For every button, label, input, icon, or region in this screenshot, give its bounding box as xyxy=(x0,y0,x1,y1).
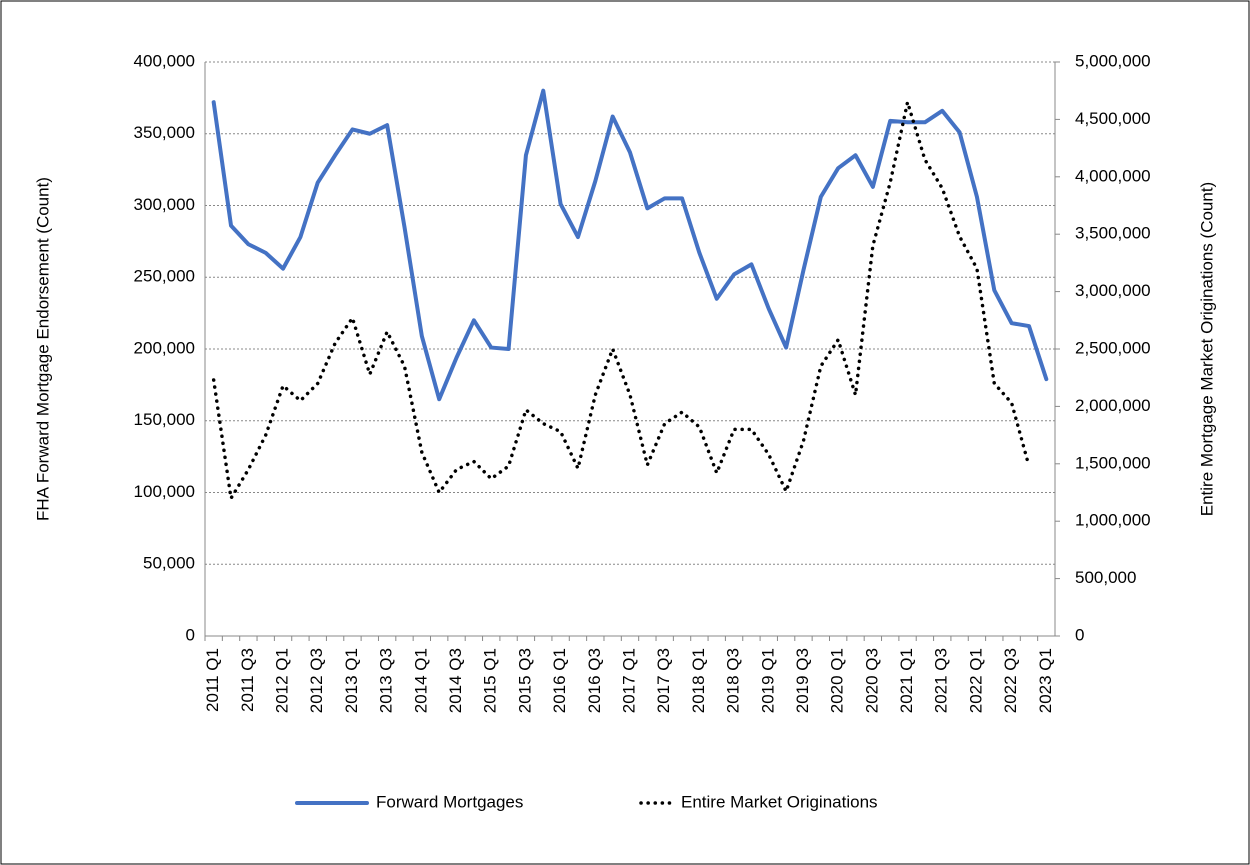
y2-tick-label: 4,000,000 xyxy=(1075,166,1151,185)
x-tick-label: 2021 Q3 xyxy=(932,648,951,713)
y-tick-label: 350,000 xyxy=(134,123,195,142)
x-tick-label: 2017 Q3 xyxy=(654,648,673,713)
x-tick-label: 2012 Q3 xyxy=(307,648,326,713)
x-tick-label: 2016 Q1 xyxy=(550,648,569,713)
x-tick-label: 2016 Q3 xyxy=(585,648,604,713)
y-tick-label: 0 xyxy=(186,625,195,644)
x-tick-label: 2011 Q1 xyxy=(203,648,222,712)
x-tick-label: 2014 Q1 xyxy=(411,648,430,713)
y2-tick-label: 5,000,000 xyxy=(1075,51,1151,70)
legend-label: Forward Mortgages xyxy=(376,792,523,811)
y-tick-label: 300,000 xyxy=(134,195,195,214)
x-tick-label: 2019 Q1 xyxy=(758,648,777,713)
y-tick-label: 400,000 xyxy=(134,51,195,70)
y2-tick-label: 500,000 xyxy=(1075,568,1136,587)
series-line xyxy=(211,88,1049,402)
x-tick-label: 2013 Q1 xyxy=(342,648,361,713)
y2-tick-label: 4,500,000 xyxy=(1075,109,1151,128)
x-tick-label: 2019 Q3 xyxy=(793,648,812,713)
series-line xyxy=(211,100,1031,500)
x-tick-label: 2011 Q3 xyxy=(238,648,257,712)
x-tick-label: 2012 Q1 xyxy=(273,648,292,713)
y2-tick-label: 2,500,000 xyxy=(1075,338,1151,357)
x-tick-label: 2014 Q3 xyxy=(446,648,465,713)
x-tick-label: 2013 Q3 xyxy=(377,648,396,713)
y2-axis-title: Entire Mortgage Market Originations (Cou… xyxy=(1197,182,1216,516)
y2-tick-label: 2,000,000 xyxy=(1075,396,1151,415)
x-tick-label: 2015 Q1 xyxy=(481,648,500,713)
x-tick-label: 2017 Q1 xyxy=(619,648,638,713)
x-tick-label: 2015 Q3 xyxy=(515,648,534,713)
x-tick-label: 2020 Q1 xyxy=(828,648,847,713)
x-tick-label: 2018 Q3 xyxy=(724,648,743,713)
y2-tick-label: 1,500,000 xyxy=(1075,453,1151,472)
y-tick-label: 50,000 xyxy=(143,554,195,573)
x-tick-label: 2023 Q1 xyxy=(1036,648,1055,713)
y2-tick-label: 0 xyxy=(1075,625,1084,644)
y-tick-label: 200,000 xyxy=(134,338,195,357)
x-tick-label: 2020 Q3 xyxy=(862,648,881,713)
y2-tick-label: 3,000,000 xyxy=(1075,281,1151,300)
x-tick-label: 2022 Q3 xyxy=(1001,648,1020,713)
y2-tick-label: 3,500,000 xyxy=(1075,224,1151,243)
y2-tick-label: 1,000,000 xyxy=(1075,511,1151,530)
x-tick-label: 2022 Q1 xyxy=(966,648,985,713)
y-tick-label: 150,000 xyxy=(134,410,195,429)
x-tick-label: 2018 Q1 xyxy=(689,648,708,713)
y-tick-label: 250,000 xyxy=(134,267,195,286)
x-tick-label: 2021 Q1 xyxy=(897,648,916,713)
y-tick-label: 100,000 xyxy=(134,482,195,501)
y-axis-title: FHA Forward Mortgage Endorsement (Count) xyxy=(33,177,52,521)
legend-label: Entire Market Originations xyxy=(681,792,878,811)
